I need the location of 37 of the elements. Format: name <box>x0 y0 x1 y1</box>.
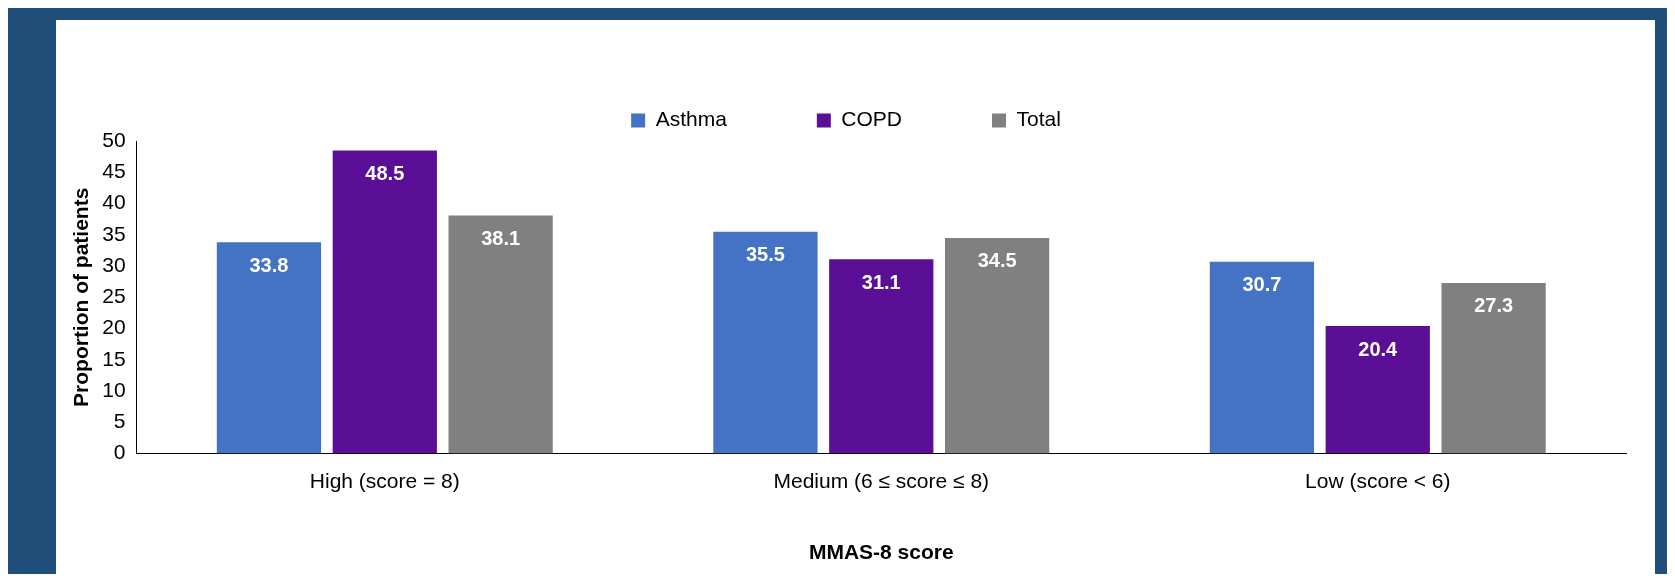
data-label: 31.1 <box>861 270 901 293</box>
y-tick-label: 5 <box>113 409 126 433</box>
y-axis-title: Proportion of patients <box>69 187 93 407</box>
y-tick-label: 10 <box>102 377 126 401</box>
legend-label: Asthma <box>655 107 728 131</box>
data-label: 20.4 <box>1358 337 1399 360</box>
y-tick-label: 0 <box>113 440 126 464</box>
y-tick-label: 35 <box>102 221 126 245</box>
y-tick-label: 20 <box>102 315 126 339</box>
data-label: 34.5 <box>977 249 1017 272</box>
y-tick-label: 45 <box>102 159 126 183</box>
y-tick-label: 25 <box>102 284 126 308</box>
y-tick-label: 15 <box>102 346 126 370</box>
legend-label: Total <box>1016 107 1061 131</box>
y-tick-label: 50 <box>102 127 126 151</box>
bar <box>448 215 553 454</box>
data-label: 35.5 <box>745 243 785 266</box>
data-label: 27.3 <box>1474 294 1514 317</box>
bar <box>1441 282 1546 454</box>
bar <box>829 259 934 454</box>
bar <box>1209 261 1315 454</box>
y-tick-label: 40 <box>102 190 126 214</box>
bar <box>332 150 437 454</box>
x-tick-label: High (score = 8) <box>309 469 460 492</box>
y-tick-label: 30 <box>102 252 126 276</box>
x-tick-label: Low (score < 6) <box>1305 469 1451 492</box>
data-label: 33.8 <box>249 253 289 276</box>
data-label: 48.5 <box>365 161 405 184</box>
x-axis-title: MMAS-8 score <box>808 540 954 564</box>
legend-label: COPD <box>841 107 903 131</box>
x-tick-label: Medium (6 ≤ score ≤ 8) <box>773 469 990 492</box>
data-label: 30.7 <box>1242 273 1282 296</box>
bar <box>1325 326 1430 454</box>
bar <box>944 237 1050 454</box>
bar <box>216 242 322 454</box>
bar <box>713 231 818 454</box>
data-label: 38.1 <box>481 226 521 249</box>
